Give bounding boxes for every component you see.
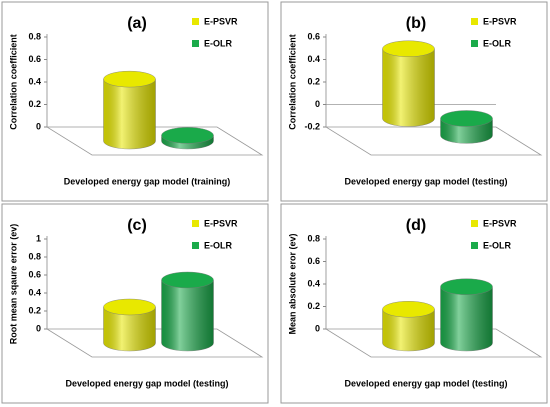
y-tick-label: 0: [36, 323, 41, 333]
bar-top: [103, 298, 156, 316]
bar-top: [161, 271, 214, 289]
bar-top: [440, 278, 493, 295]
panel-border: [1, 1, 269, 202]
bar-top: [382, 301, 435, 318]
x-axis-label: Developed energy gap model (testing): [344, 378, 507, 388]
y-axis-label: Root mean sqaure error (ev): [8, 224, 18, 345]
legend-swatch: [192, 220, 199, 227]
legend-label: E-OLR: [483, 240, 511, 250]
x-axis-label: Developed energy gap model (testing): [344, 176, 507, 186]
legend-swatch: [471, 220, 478, 227]
bar-shade: [103, 307, 156, 351]
y-tick-label: 1: [36, 233, 41, 243]
y-tick-label: 0.8: [28, 251, 41, 261]
chart-title: (b): [406, 15, 426, 32]
floor: [324, 126, 543, 156]
bar-shade: [440, 286, 493, 351]
bar-shade: [382, 309, 435, 351]
y-tick-label: 0.4: [307, 278, 320, 288]
y-tick-label: 0: [315, 323, 320, 333]
y-tick-label: 0.6: [307, 256, 320, 266]
legend-label: E-OLR: [204, 38, 232, 48]
bar-top: [440, 110, 493, 127]
chart-title: (c): [127, 217, 147, 234]
legend-swatch: [471, 40, 478, 47]
y-axis-label: Correlation coefficient: [8, 34, 18, 130]
legend-label: E-PSVR: [204, 218, 238, 228]
chart-title: (d): [406, 217, 426, 234]
y-tick-label: 0.8: [307, 233, 320, 243]
y-tick-label: 0.6: [28, 54, 41, 64]
legend-swatch: [192, 18, 199, 25]
legend-label: E-PSVR: [483, 16, 517, 26]
legend-swatch: [471, 18, 478, 25]
y-tick-label: 0: [315, 99, 320, 109]
legend-label: E-OLR: [204, 240, 232, 250]
y-tick-label: 0.6: [28, 269, 41, 279]
legend-label: E-PSVR: [483, 218, 517, 228]
y-tick-label: 0.2: [307, 301, 320, 311]
y-tick-label: 0: [36, 121, 41, 131]
legend-label: E-OLR: [483, 38, 511, 48]
bar-top: [382, 40, 435, 57]
y-tick-label: 0.2: [28, 305, 41, 315]
legend-label: E-PSVR: [204, 16, 238, 26]
panel-border: [280, 203, 548, 404]
bar-shade: [161, 280, 214, 351]
bar-shade: [103, 79, 156, 149]
y-tick-label: 0.2: [28, 99, 41, 109]
panel-border: [1, 203, 269, 404]
y-axis-label: Correlation coefficient: [287, 34, 297, 130]
y-tick-label: 0.6: [307, 31, 320, 41]
y-tick-label: 0.8: [28, 31, 41, 41]
legend-swatch: [192, 242, 199, 249]
legend-swatch: [192, 40, 199, 47]
bar-top: [103, 70, 156, 88]
panel-border: [280, 1, 548, 202]
chart-title: (a): [127, 15, 147, 32]
y-tick-label: -0.2: [304, 121, 320, 131]
y-tick-label: 0.2: [307, 76, 320, 86]
x-axis-label: Developed energy gap model (testing): [65, 378, 228, 388]
y-tick-label: 0.4: [28, 76, 41, 86]
bar-shade: [382, 48, 435, 127]
x-axis-label: Developed energy gap model (training): [64, 176, 231, 186]
y-tick-label: 0.4: [307, 54, 320, 64]
y-axis-label: Mean absolute eror (ev): [287, 233, 297, 334]
legend-swatch: [471, 242, 478, 249]
bar-top: [161, 127, 214, 144]
y-tick-label: 0.4: [28, 287, 41, 297]
